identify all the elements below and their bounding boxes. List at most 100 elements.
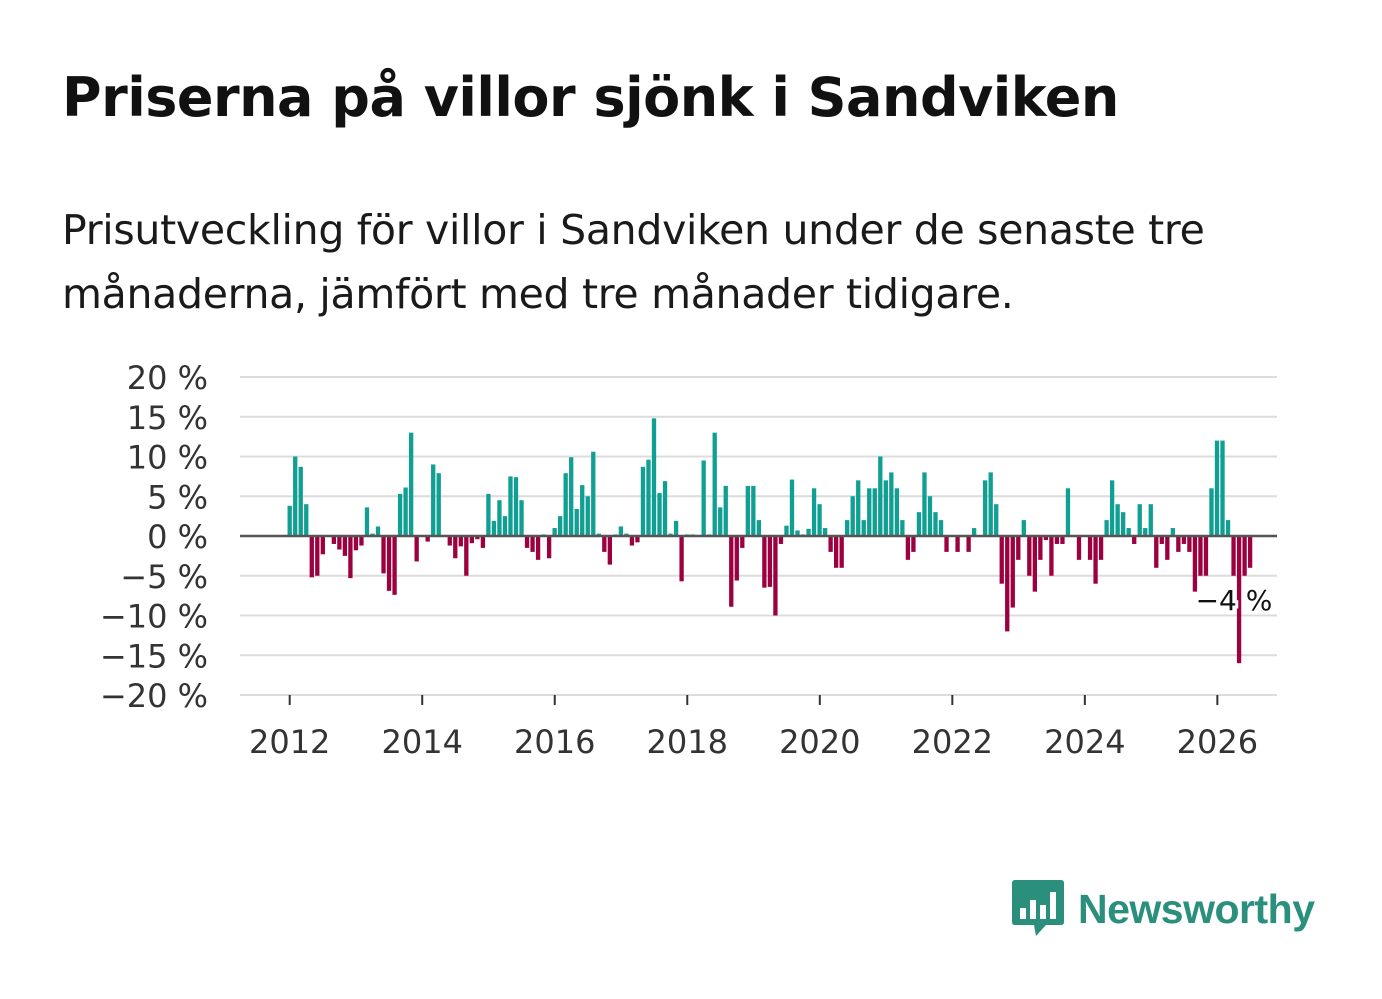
bar bbox=[386, 536, 392, 591]
bar bbox=[900, 520, 905, 536]
bar bbox=[1231, 536, 1236, 576]
last-value-annotation: −4 % bbox=[1196, 584, 1273, 617]
bar bbox=[502, 516, 508, 537]
bar bbox=[718, 507, 723, 536]
bar bbox=[1242, 536, 1247, 576]
bar bbox=[1236, 536, 1242, 664]
bar bbox=[1220, 440, 1225, 536]
page-subtitle: Prisutveckling för villor i Sandviken un… bbox=[62, 206, 1205, 318]
x-tick-label: 2022 bbox=[912, 723, 993, 761]
bar bbox=[745, 485, 750, 536]
bar bbox=[1209, 488, 1214, 536]
bar bbox=[894, 488, 900, 536]
x-tick-label: 2012 bbox=[249, 723, 330, 761]
bar bbox=[662, 481, 668, 536]
bar bbox=[729, 536, 734, 607]
bar bbox=[756, 520, 762, 536]
bar bbox=[530, 536, 535, 552]
bar bbox=[447, 536, 452, 546]
bar bbox=[811, 488, 817, 536]
bar bbox=[1060, 536, 1065, 544]
bar bbox=[1187, 536, 1192, 552]
bar bbox=[629, 536, 635, 546]
bar bbox=[1010, 536, 1015, 608]
bar bbox=[944, 536, 949, 552]
bar bbox=[1043, 536, 1049, 540]
bar bbox=[1076, 536, 1082, 560]
bar bbox=[591, 451, 596, 536]
y-tick-label: −20 % bbox=[100, 677, 208, 715]
bar bbox=[1159, 536, 1164, 544]
bar bbox=[1038, 536, 1043, 560]
bar bbox=[1054, 536, 1060, 544]
bar bbox=[569, 457, 574, 536]
bar bbox=[1192, 536, 1198, 592]
bar bbox=[933, 512, 938, 536]
bar bbox=[856, 480, 861, 536]
bar bbox=[635, 536, 640, 543]
bars bbox=[287, 418, 1253, 664]
bar bbox=[1049, 536, 1054, 576]
bar bbox=[916, 512, 922, 536]
bar bbox=[342, 536, 348, 556]
bar bbox=[320, 536, 325, 555]
bar bbox=[475, 536, 480, 540]
bar bbox=[1109, 480, 1115, 536]
logo-text: Newsworthy bbox=[1078, 885, 1315, 932]
bar bbox=[778, 536, 784, 544]
bar bbox=[293, 456, 298, 536]
y-tick-label: −15 % bbox=[100, 637, 208, 675]
bar bbox=[513, 477, 519, 536]
bar bbox=[784, 525, 789, 536]
bar-chart-speech-bubble-icon bbox=[1012, 880, 1064, 936]
bar bbox=[806, 528, 811, 536]
bar-chart: 20 %15 %10 %5 %0 %−5 %−10 %−15 %−20 % 20… bbox=[100, 359, 1277, 761]
x-axis: 2012 2014 2016 2018 2020 2022 2024 2026 bbox=[249, 695, 1258, 761]
bar bbox=[751, 485, 756, 536]
bar bbox=[911, 536, 916, 552]
bar bbox=[1115, 504, 1120, 536]
bar bbox=[375, 526, 381, 536]
bar bbox=[524, 536, 530, 548]
bar bbox=[497, 500, 502, 536]
bar bbox=[938, 520, 944, 536]
y-tick-label: 10 % bbox=[127, 439, 208, 477]
bar bbox=[883, 480, 888, 536]
bar bbox=[673, 520, 679, 536]
bar bbox=[607, 536, 612, 565]
bar bbox=[381, 536, 386, 574]
bar bbox=[1132, 536, 1137, 544]
newsworthy-logo: Newsworthy bbox=[1010, 878, 1315, 940]
bar bbox=[431, 464, 436, 536]
bar bbox=[331, 536, 337, 544]
bar bbox=[1121, 512, 1126, 536]
bar bbox=[298, 466, 303, 536]
bar bbox=[574, 508, 579, 536]
bar bbox=[1065, 488, 1071, 536]
bar bbox=[580, 485, 585, 536]
bar bbox=[789, 479, 795, 536]
bar bbox=[425, 536, 430, 542]
y-tick-label: 15 % bbox=[127, 399, 208, 437]
bar bbox=[1027, 536, 1032, 576]
bar bbox=[701, 460, 706, 536]
bar bbox=[922, 472, 927, 536]
bar bbox=[999, 536, 1004, 584]
x-tick-label: 2016 bbox=[514, 723, 595, 761]
y-tick-label: 20 % bbox=[127, 359, 208, 397]
x-tick-label: 2020 bbox=[779, 723, 860, 761]
bar bbox=[458, 536, 463, 547]
bar bbox=[966, 536, 971, 552]
bar bbox=[872, 488, 877, 536]
bar bbox=[309, 536, 314, 578]
bar bbox=[861, 520, 866, 536]
bar bbox=[1203, 536, 1209, 576]
bar bbox=[1247, 536, 1253, 568]
y-tick-label: −10 % bbox=[100, 598, 208, 636]
bar bbox=[734, 536, 739, 581]
bar bbox=[988, 472, 993, 536]
bar bbox=[1148, 504, 1153, 536]
bar bbox=[1225, 520, 1231, 536]
bar bbox=[955, 536, 960, 552]
bar bbox=[585, 496, 590, 536]
